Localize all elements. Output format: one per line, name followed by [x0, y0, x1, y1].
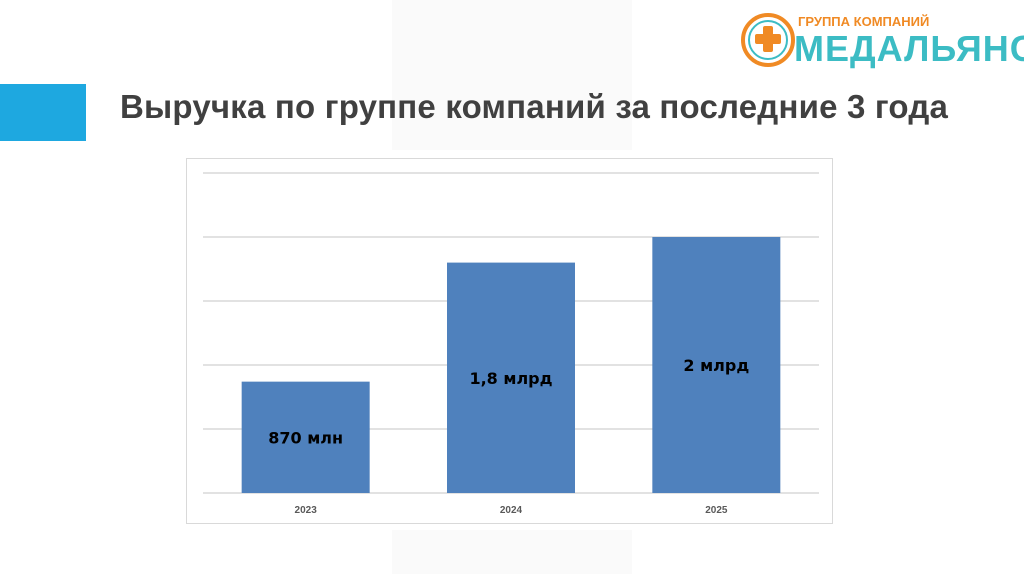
data-label: 2 млрд	[683, 356, 749, 375]
data-label: 870 млн	[268, 428, 343, 447]
logo-subtitle: ГРУППА КОМПАНИЙ	[798, 14, 930, 29]
x-tick-label: 2024	[500, 505, 523, 516]
page-title: Выручка по группе компаний за последние …	[120, 88, 949, 125]
data-label: 1,8 млрд	[469, 369, 552, 388]
company-logo: ГРУППА КОМПАНИЙ МЕДАЛЬЯНС	[740, 12, 1024, 69]
logo-name: МЕДАЛЬЯНС	[794, 28, 1024, 69]
accent-bar	[0, 84, 86, 141]
background-panel	[392, 530, 632, 574]
background-panel	[392, 0, 632, 150]
x-tick-label: 2025	[705, 505, 728, 516]
revenue-chart: 870 млн 2023 1,8 млрд 2024 2 млрд 2025	[186, 158, 833, 524]
bar-2023	[241, 381, 370, 493]
logo-emblem-icon	[741, 13, 795, 67]
x-tick-label: 2023	[295, 505, 318, 516]
chart-svg: 870 млн 2023 1,8 млрд 2024 2 млрд 2025	[203, 172, 819, 516]
bar-2024	[447, 262, 575, 493]
bar-2025	[652, 237, 781, 493]
